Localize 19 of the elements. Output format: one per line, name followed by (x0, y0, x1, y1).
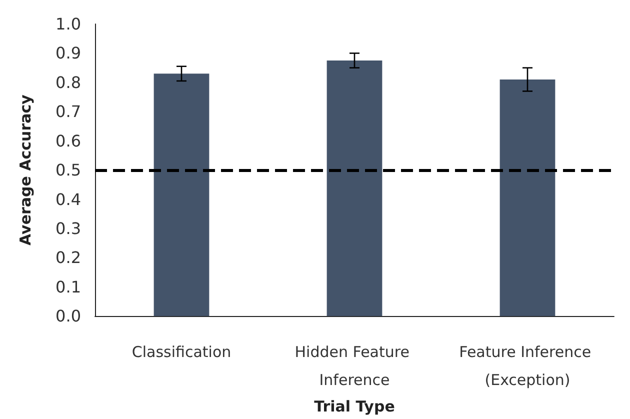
bar (326, 60, 382, 316)
y-tick-label: 0.1 (56, 277, 81, 296)
y-axis-title: Average Accuracy (16, 94, 34, 246)
y-tick-label: 0.9 (56, 44, 81, 63)
y-tick-label: 0.3 (56, 218, 81, 238)
y-tick-label: 0.0 (56, 306, 81, 326)
bar (500, 80, 556, 316)
y-tick-label: 0.5 (56, 160, 81, 180)
bar (154, 74, 210, 316)
y-tick-label: 1.0 (56, 14, 81, 34)
y-tick-label: 0.8 (56, 72, 81, 92)
x-tick-label: Hidden Feature Inference (294, 343, 414, 390)
x-axis-title: Trial Type (314, 398, 395, 416)
y-tick-label: 0.2 (56, 248, 81, 268)
x-tick-label: Classification (132, 343, 232, 362)
y-tick-label: 0.7 (56, 102, 81, 122)
y-tick-label: 0.4 (56, 190, 81, 209)
y-tick-label: 0.6 (56, 131, 81, 150)
x-tick-label: Feature Inference (Exception) (459, 343, 596, 390)
